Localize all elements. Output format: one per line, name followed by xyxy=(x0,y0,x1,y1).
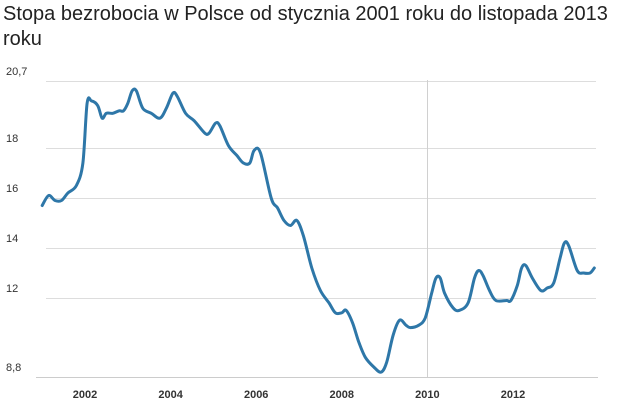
x-tick-label: 2008 xyxy=(330,389,354,401)
gridlines xyxy=(36,80,598,378)
series-line-0 xyxy=(40,87,596,374)
chart-title: Stopa bezrobocia w Polsce od stycznia 20… xyxy=(3,3,608,50)
y-tick-label: 8,8 xyxy=(6,362,21,374)
x-tick-label: 2002 xyxy=(73,389,97,401)
x-tick-label: 2012 xyxy=(501,389,525,401)
series-layer xyxy=(40,87,596,374)
y-tick-label: 12 xyxy=(6,283,18,295)
x-tick-label: 2004 xyxy=(158,389,183,401)
y-tick-label: 18 xyxy=(6,133,18,145)
x-axis-labels: 2002 2004 2006 2008 2010 2012 xyxy=(73,389,525,401)
x-tick-label: 2006 xyxy=(244,389,268,401)
x-tick-label: 2010 xyxy=(415,389,439,401)
y-tick-label: 20,7 xyxy=(6,66,27,78)
y-tick-label: 16 xyxy=(6,183,18,195)
y-axis-labels: 8,8 12 14 16 18 20,7 xyxy=(6,66,27,374)
y-tick-label: 14 xyxy=(6,233,18,245)
